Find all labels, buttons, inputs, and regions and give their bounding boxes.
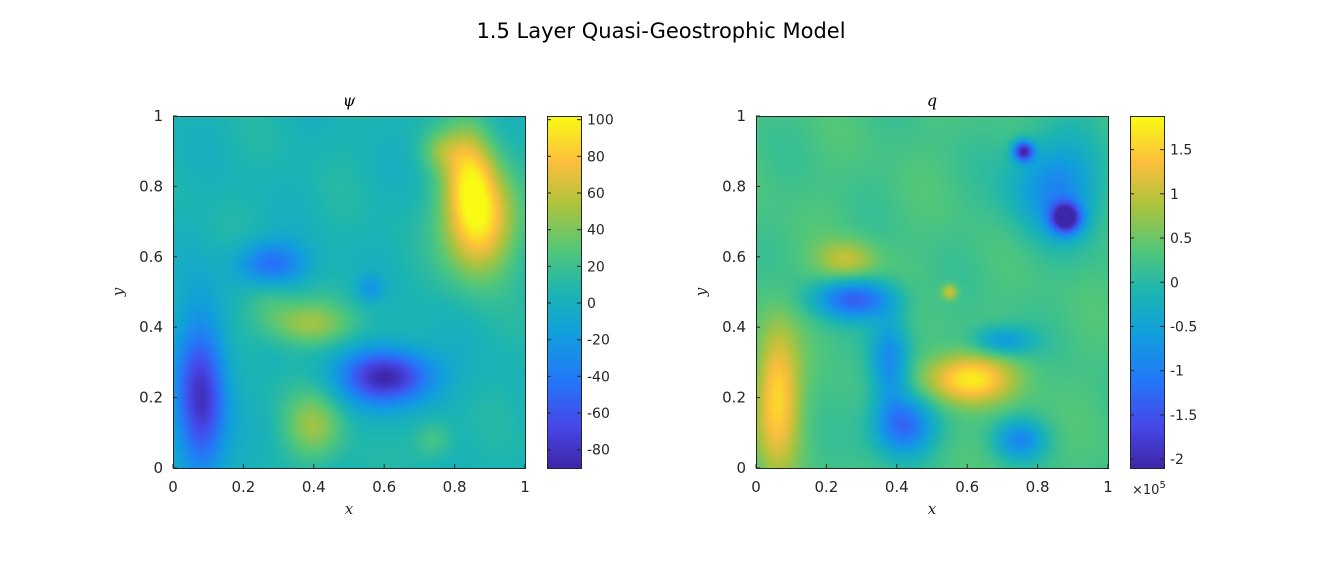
y-tick-label: 0 [153,459,163,477]
colorbar-gradient [1130,116,1164,468]
y-tick-label: 0.4 [139,318,163,336]
x-axis-label: x [928,500,937,518]
colorbar-tick-label: 0 [1170,275,1179,291]
y-tick-label: 0.8 [722,177,746,195]
x-tick-label: 0.6 [372,478,396,496]
colorbar-tick-label: -80 [587,443,610,459]
x-tick-label: 0.6 [955,478,979,496]
colorbar-tick-label: 20 [587,259,605,275]
panel-1: 0 0.2 0.4 0.6 0.8 1 0 0.2 0.4 0.6 0.8 1 ψ x y 100 80 60 40… [109,91,614,518]
colorbar-tick-label: -1 [1170,364,1184,380]
y-axis-label: y [109,287,127,297]
colorbar-tick-label: 1 [1170,187,1179,203]
colorbar-tick-label: -40 [587,369,610,385]
y-tick-label: 0.8 [139,177,163,195]
colorbar-frame [547,116,582,469]
colorbar-tick-label: 40 [587,223,605,239]
x-tick-label: 0 [751,478,761,496]
heatmap-image [756,116,1108,468]
colorbar-tick-label: 1.5 [1170,143,1192,159]
colorbar-tick-label: -60 [587,406,610,422]
y-tick-label: 0.6 [722,248,746,266]
axes-frame [756,116,1109,469]
panel-title: ψ [343,91,356,110]
panels: 0 0.2 0.4 0.6 0.8 100.20.40.60.81ψxy100806040… [109,91,1197,518]
y-axis-label: y [692,287,710,297]
y-tick-label: 0.2 [139,389,163,407]
panel-2: 0 0.2 0.4 0.6 0.8 1 0 0.2 0.4 0.6 0.8 1 q x y 1.5 1 0.5 0 -… [692,91,1197,518]
x-axis-label: x [345,500,354,518]
x-tick-label: 0.8 [1026,478,1050,496]
colorbar-tick-label: 0 [587,296,596,312]
colorbar-gradient [547,116,581,468]
axes-frame [173,116,526,469]
figure-title: 1.5 Layer Quasi-Geostrophic Model [476,19,845,43]
colorbar-tick-label: 100 [587,113,614,129]
colorbar-tick-label: -0.5 [1170,319,1197,335]
heatmap-image [173,116,525,468]
y-tick-label: 1 [736,107,746,125]
colorbar-tick-label: -20 [587,333,610,349]
x-tick-label: 1 [520,478,530,496]
y-tick-label: 1 [153,107,163,125]
x-tick-label: 0.2 [231,478,255,496]
x-tick-label: 0.4 [302,478,326,496]
x-tick-label: 1 [1103,478,1113,496]
colorbar-exponent-power: 5 [1159,480,1165,491]
colorbar-tick-label: -1.5 [1170,408,1197,424]
colorbar-tick-label: 80 [587,149,605,165]
y-tick-label: 0.6 [139,248,163,266]
x-tick-label: 0 [168,478,178,496]
colorbar-tick-label: 0.5 [1170,231,1192,247]
y-tick-label: 0.2 [722,389,746,407]
x-tick-label: 0.4 [885,478,909,496]
colorbar-tick-label: 60 [587,186,605,202]
colorbar-tick-label: -2 [1170,452,1184,468]
y-tick-label: 0.4 [722,318,746,336]
y-tick-label: 0 [736,459,746,477]
colorbar-frame [1130,116,1165,469]
x-tick-label: 0.2 [814,478,838,496]
x-tick-label: 0.8 [443,478,467,496]
panel-title: q [927,91,937,110]
colorbar-exponent: ×105 [1132,480,1166,498]
